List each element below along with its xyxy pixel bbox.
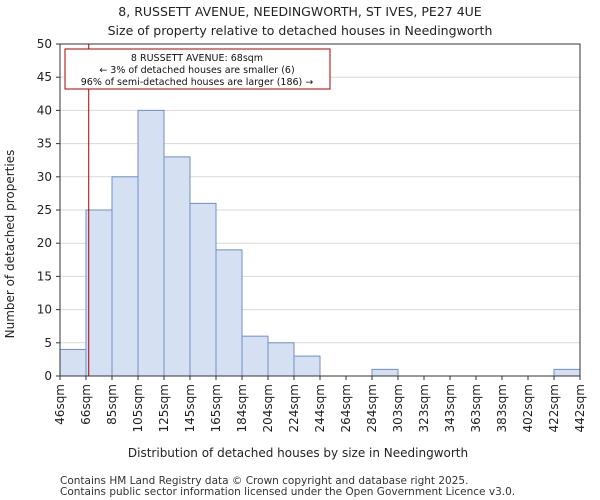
bar-85sqm [111,176,139,377]
bars-group [59,109,581,377]
x-tick-label-363sqm: 363sqm [469,384,483,432]
x-tick-label-46sqm: 46sqm [53,384,67,425]
x-tick-label-422sqm: 422sqm [547,384,561,432]
x-tick-label-383sqm: 383sqm [495,384,509,432]
bar-105sqm [137,109,165,377]
bar-204sqm [267,342,295,377]
annotation-line2: ← 3% of detached houses are smaller (6) [99,65,294,76]
y-axis-label: Number of detached properties [3,150,17,339]
x-tick-label-224sqm: 224sqm [287,384,301,432]
bar-184sqm [241,335,269,377]
y-tick-label-8: 40 [37,103,52,117]
annotation-line1: 8 RUSSETT AVENUE: 68sqm [131,53,263,64]
x-tick-label-125sqm: 125sqm [157,384,171,432]
plot-frame [59,43,581,377]
y-tick-label-9: 45 [37,70,52,84]
y-tick-label-5: 25 [37,203,52,217]
footer-line1: Contains HM Land Registry data © Crown c… [60,475,468,487]
y-tick-label-4: 20 [37,236,52,250]
x-tick-label-85sqm: 85sqm [105,384,119,425]
x-axis-label: Distribution of detached houses by size … [128,446,468,460]
x-tick-label-184sqm: 184sqm [235,384,249,432]
y-tick-label-1: 5 [44,336,52,350]
x-tick-label-402sqm: 402sqm [521,384,535,432]
chart-title-line2: Size of property relative to detached ho… [108,23,493,38]
x-tick-label-244sqm: 244sqm [313,384,327,432]
bar-66sqm [85,209,113,377]
y-axis-ticks: 0 5 10 15 20 25 30 35 40 45 50 [37,37,60,383]
bar-284sqm [371,368,399,377]
x-tick-label-145sqm: 145sqm [183,384,197,432]
x-tick-label-264sqm: 264sqm [339,384,353,432]
x-tick-label-165sqm: 165sqm [209,384,223,432]
y-tick-label-0: 0 [44,369,52,383]
y-tick-label-10: 50 [37,37,52,51]
annotation-box: 8 RUSSETT AVENUE: 68sqm ← 3% of detached… [64,48,331,90]
x-tick-label-204sqm: 204sqm [261,384,275,432]
x-tick-label-66sqm: 66sqm [79,384,93,425]
x-axis-ticks: 46sqm 66sqm 85sqm 105sqm 125sqm 145sqm 165sqm 1… [53,376,587,432]
bar-125sqm [163,156,191,377]
bar-165sqm [215,249,243,377]
x-tick-label-284sqm: 284sqm [365,384,379,432]
x-tick-label-303sqm: 303sqm [391,384,405,432]
annotation-line3: 96% of semi-detached houses are larger (… [81,77,314,88]
bar-46sqm [59,348,87,377]
bar-422sqm [553,368,581,377]
bar-224sqm [293,355,321,377]
annotation-frame [64,48,331,90]
y-tick-label-7: 35 [37,137,52,151]
x-tick-label-442sqm: 442sqm [573,384,587,432]
x-tick-label-323sqm: 323sqm [417,384,431,432]
x-tick-label-105sqm: 105sqm [131,384,145,432]
y-tick-label-2: 10 [37,303,52,317]
bar-145sqm [189,202,217,377]
footer-line2: Contains public sector information licen… [60,486,515,498]
chart-title-line1: 8, RUSSETT AVENUE, NEEDINGWORTH, ST IVES… [118,4,481,19]
x-tick-label-343sqm: 343sqm [443,384,457,432]
y-tick-label-3: 15 [37,269,52,283]
y-tick-label-6: 30 [37,170,52,184]
